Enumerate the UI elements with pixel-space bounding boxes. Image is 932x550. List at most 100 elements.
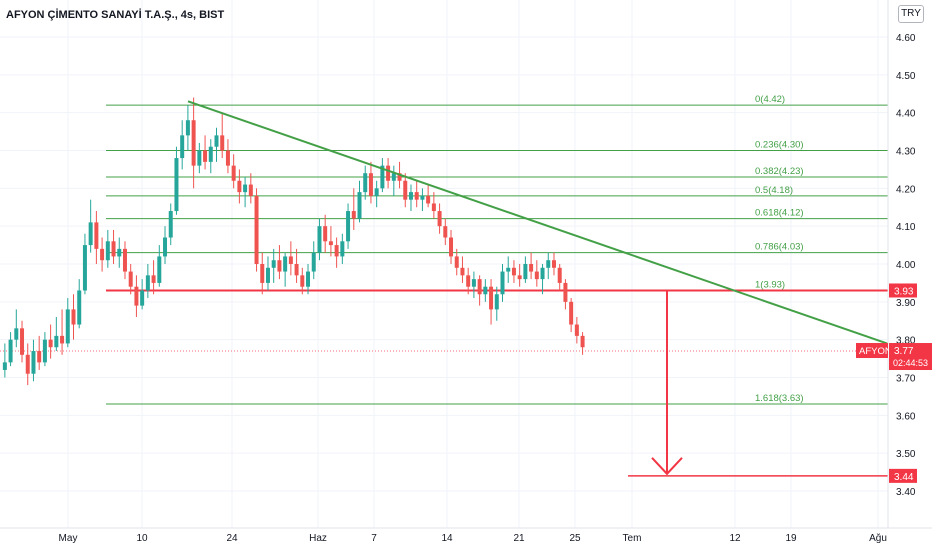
candle-body bbox=[300, 275, 305, 287]
candle-body bbox=[323, 226, 328, 242]
candle-body bbox=[208, 146, 213, 162]
candle-body bbox=[408, 192, 413, 200]
candle-body bbox=[374, 188, 379, 196]
chart-title: AFYON ÇİMENTO SANAYİ T.A.Ş., 4s, BIST bbox=[6, 9, 225, 21]
candle-body bbox=[260, 264, 265, 283]
candle-body bbox=[271, 260, 276, 268]
candle-body bbox=[540, 267, 545, 280]
candle-body bbox=[214, 135, 219, 147]
candle-body bbox=[311, 252, 316, 272]
x-tick-label: 24 bbox=[226, 533, 238, 544]
candle-body bbox=[197, 150, 202, 166]
candle-body bbox=[580, 335, 585, 348]
x-tick-label: 19 bbox=[785, 533, 797, 544]
arrow-head bbox=[651, 457, 683, 476]
candle-body bbox=[317, 226, 322, 253]
candle-body bbox=[77, 290, 82, 325]
candle-body bbox=[163, 237, 168, 257]
candle-body bbox=[105, 241, 110, 261]
candle-body bbox=[511, 267, 516, 276]
candle-body bbox=[140, 290, 145, 306]
candle-body bbox=[71, 309, 76, 325]
candle-body bbox=[225, 150, 230, 166]
candle-body bbox=[471, 279, 476, 287]
candle-body bbox=[20, 328, 25, 355]
fib-level-label: 1(3.93) bbox=[755, 279, 785, 290]
candle-body bbox=[145, 275, 150, 291]
candle-body bbox=[340, 241, 345, 257]
fib-level-label: 1.618(3.63) bbox=[755, 393, 804, 404]
candle-body bbox=[111, 241, 116, 257]
candlestick-series bbox=[0, 97, 888, 386]
fib-level-label: 0.382(4.23) bbox=[755, 166, 804, 177]
candle-body bbox=[48, 339, 53, 348]
fib-level-label: 0.786(4.03) bbox=[755, 242, 804, 253]
y-tick-label: 4.30 bbox=[896, 147, 916, 158]
candle-body bbox=[88, 222, 93, 246]
candle-body bbox=[534, 271, 539, 280]
y-tick-label: 3.90 bbox=[896, 298, 916, 309]
candle-body bbox=[477, 279, 482, 295]
candle-body bbox=[65, 309, 70, 344]
candle-body bbox=[294, 264, 299, 276]
price-tag-label: 3.44 bbox=[894, 472, 914, 483]
candle-body bbox=[117, 248, 122, 257]
fib-level-label: 0.236(4.30) bbox=[755, 140, 804, 151]
candle-body bbox=[346, 211, 351, 242]
candle-body bbox=[443, 226, 448, 238]
candle-body bbox=[557, 267, 562, 283]
candle-body bbox=[237, 180, 242, 193]
candle-body bbox=[368, 173, 373, 196]
symbol-tag-label: AFYON bbox=[859, 346, 892, 357]
candle-body bbox=[420, 195, 425, 200]
candle-body bbox=[25, 354, 30, 374]
candle-body bbox=[128, 271, 133, 287]
countdown-label: 02:44:53 bbox=[893, 358, 928, 368]
candle-body bbox=[168, 211, 173, 238]
candle-body bbox=[449, 237, 454, 257]
candle-body bbox=[380, 165, 385, 189]
price-axis[interactable]: 3.40 3.50 3.60 3.70 3.80 3.90 4.00 4.10 4.20 4.30… bbox=[887, 0, 916, 528]
candle-body bbox=[351, 211, 356, 219]
candle-body bbox=[386, 165, 391, 181]
currency-button[interactable]: TRY bbox=[898, 5, 924, 23]
y-tick-label: 4.20 bbox=[896, 184, 916, 195]
candle-body bbox=[306, 271, 311, 287]
candle-body bbox=[82, 245, 87, 291]
candle-body bbox=[134, 286, 139, 306]
candle-body bbox=[203, 150, 208, 162]
candle-body bbox=[483, 286, 488, 295]
y-tick-label: 4.00 bbox=[896, 260, 916, 271]
candle-body bbox=[437, 211, 442, 227]
y-tick-label: 3.60 bbox=[896, 411, 916, 422]
y-tick-label: 3.50 bbox=[896, 449, 916, 460]
candle-body bbox=[466, 275, 471, 287]
fib-level-label: 0.5(4.18) bbox=[755, 185, 793, 196]
candle-body bbox=[220, 135, 225, 151]
price-tag-bg bbox=[889, 468, 917, 483]
candle-body bbox=[494, 294, 499, 310]
y-tick-label: 3.70 bbox=[896, 374, 916, 385]
time-axis[interactable]: May 10 24 Haz 7 14 21 25 Tem 12 19 Ağu bbox=[0, 527, 932, 544]
candle-body bbox=[529, 264, 534, 272]
candle-body bbox=[94, 222, 99, 249]
candle-body bbox=[523, 264, 528, 280]
candle-body bbox=[506, 267, 511, 272]
candle-body bbox=[563, 282, 568, 302]
candle-body bbox=[2, 362, 7, 370]
candle-body bbox=[157, 256, 162, 283]
candle-body bbox=[357, 192, 362, 219]
candle-body bbox=[460, 267, 465, 276]
candle-body bbox=[288, 256, 293, 264]
y-tick-label: 3.40 bbox=[896, 487, 916, 498]
y-tick-label: 4.60 bbox=[896, 33, 916, 44]
trendline bbox=[187, 100, 888, 345]
x-tick-label: 25 bbox=[569, 533, 581, 544]
candle-body bbox=[454, 256, 459, 268]
x-tick-label: 14 bbox=[441, 533, 453, 544]
candle-body bbox=[403, 180, 408, 200]
y-tick-label: 3.80 bbox=[896, 336, 916, 347]
x-tick-label: May bbox=[59, 533, 78, 544]
